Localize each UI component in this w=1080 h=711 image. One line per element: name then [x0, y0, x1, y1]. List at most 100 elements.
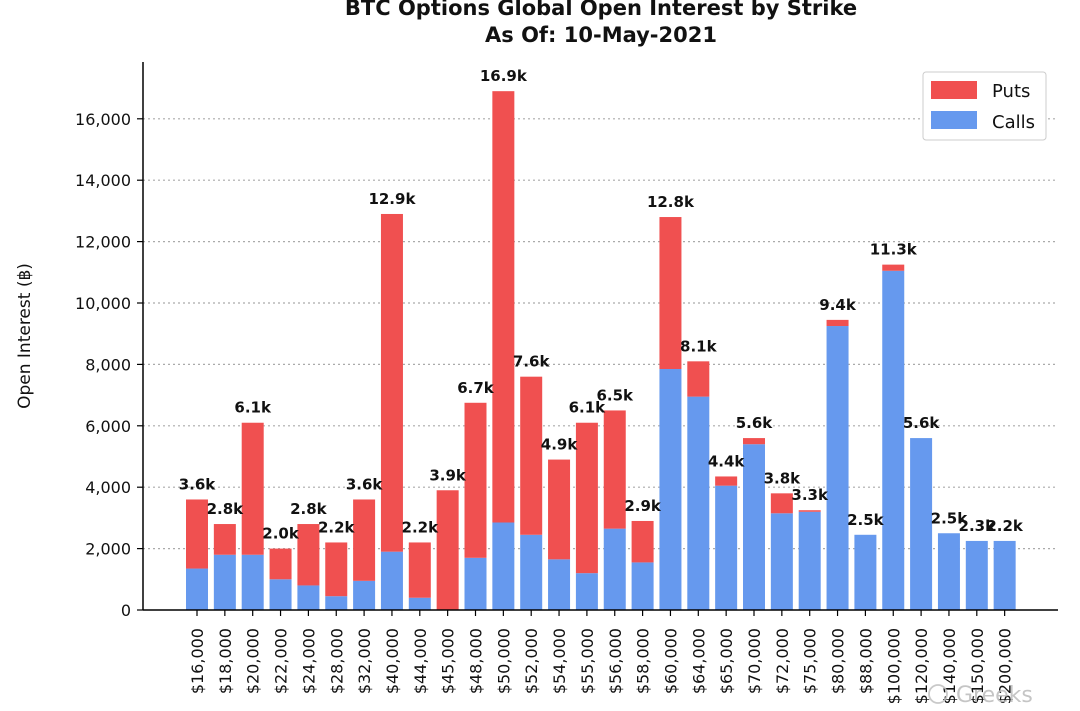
bar-calls [297, 585, 320, 610]
bar-total-label: 6.1k [234, 399, 272, 417]
bar-total-label: 12.8k [647, 193, 695, 211]
bar-total-label: 3.8k [764, 469, 802, 487]
bar-puts [464, 402, 487, 558]
bar-calls [213, 554, 236, 610]
bar-puts [687, 361, 710, 397]
bar-puts [408, 542, 431, 598]
bar-puts [186, 499, 208, 569]
bar-total-label: 2.5k [931, 509, 969, 527]
bar-puts [603, 410, 626, 529]
bar-puts [241, 422, 264, 555]
y-axis-label: Open Interest (฿) [15, 263, 35, 409]
x-tick-label: $64,000 [689, 628, 708, 694]
bar-total-label: 3.6k [179, 475, 217, 493]
y-tick-label: 14,000 [75, 171, 131, 190]
x-tick-label: $32,000 [355, 628, 374, 694]
bar-total-label: 3.9k [429, 466, 467, 484]
x-tick-label: $150,000 [968, 628, 987, 704]
bar-calls [826, 326, 849, 610]
bar-total-label: 2.2k [986, 517, 1024, 535]
bar-total-label: 2.8k [290, 500, 328, 518]
bar-calls [492, 522, 515, 610]
y-axis-ticks: 0 2,000 4,000 6,000 8,000 10,000 12,000 14,000 1… [75, 110, 143, 620]
bar-calls [715, 485, 738, 610]
bar-calls [854, 534, 877, 610]
x-tick-label: $44,000 [411, 628, 430, 694]
x-tick-label: $140,000 [940, 628, 959, 704]
bar-puts [631, 520, 654, 563]
bar-total-label: 9.4k [819, 296, 857, 314]
bar-puts [882, 264, 905, 271]
x-tick-label: $100,000 [884, 628, 903, 704]
y-tick-label: 6,000 [85, 417, 131, 436]
y-tick-label: 16,000 [75, 110, 131, 129]
x-tick-label: $80,000 [829, 628, 848, 694]
bar-calls [380, 551, 403, 610]
bar-total-label: 6.5k [596, 386, 634, 404]
bar-calls [353, 580, 376, 610]
x-tick-label: $16,000 [188, 628, 207, 694]
x-tick-label: $60,000 [661, 628, 680, 694]
x-tick-label: $24,000 [299, 628, 318, 694]
bar-total-label: 4.4k [708, 452, 746, 470]
x-tick-label: $48,000 [467, 628, 486, 694]
y-tick-label: 10,000 [75, 294, 131, 313]
bar-puts [826, 319, 849, 327]
bar-puts [520, 376, 543, 535]
watermark-text: Greeks [956, 683, 1033, 708]
bar-calls [882, 270, 905, 610]
bar-puts [380, 213, 403, 552]
bar-calls [937, 533, 960, 610]
x-tick-label: $70,000 [745, 628, 764, 694]
x-tick-label: $50,000 [494, 628, 513, 694]
bar-calls [186, 568, 208, 610]
bar-puts [575, 422, 598, 574]
y-tick-label: 8,000 [85, 355, 131, 374]
bar-calls [241, 554, 264, 610]
bar-total-label: 16.9k [480, 67, 528, 85]
bar-calls [687, 396, 710, 610]
bar-total-label: 6.1k [569, 399, 607, 417]
bar-puts [353, 499, 376, 581]
bar-total-label: 3.6k [346, 475, 384, 493]
x-tick-label: $72,000 [773, 628, 792, 694]
bar-total-label: 2.3k [959, 517, 997, 535]
bar-calls [965, 540, 988, 610]
bar-calls [575, 573, 598, 610]
x-tick-label: $18,000 [216, 628, 235, 694]
bar-total-label: 8.1k [680, 337, 718, 355]
legend-calls-swatch [931, 111, 977, 129]
bar-calls [743, 444, 765, 610]
bars [186, 91, 1016, 610]
bar-puts [548, 459, 571, 560]
bar-calls [464, 557, 487, 610]
legend-puts-swatch [931, 81, 977, 99]
bar-calls [910, 438, 933, 610]
legend-calls-label: Calls [992, 112, 1035, 133]
y-tick-label: 2,000 [85, 540, 131, 559]
bar-calls [770, 513, 793, 610]
bar-total-label: 6.7k [457, 379, 495, 397]
bar-total-label: 2.2k [318, 518, 356, 536]
bar-puts [297, 524, 320, 586]
x-tick-label: $54,000 [550, 628, 569, 694]
x-tick-label: $75,000 [801, 628, 820, 694]
bar-calls [408, 597, 431, 610]
bar-puts [798, 510, 821, 512]
bar-total-label: 7.6k [513, 353, 551, 371]
bar-total-label: 5.6k [903, 414, 941, 432]
x-tick-label: $28,000 [327, 628, 346, 694]
x-axis-ticks: $16,000 $18,000 $20,000 $22,000 $24,000 $28,0… [188, 610, 1015, 704]
bar-puts [770, 493, 793, 514]
bar-calls [325, 596, 348, 610]
bar-calls [548, 559, 571, 610]
bar-total-label: 5.6k [736, 414, 774, 432]
bar-calls [269, 579, 292, 610]
x-tick-label: $22,000 [272, 628, 291, 694]
bar-puts [436, 490, 459, 610]
y-tick-label: 0 [121, 601, 131, 620]
bar-puts [743, 438, 765, 445]
bar-puts [492, 91, 515, 523]
x-tick-label: $88,000 [856, 628, 875, 694]
